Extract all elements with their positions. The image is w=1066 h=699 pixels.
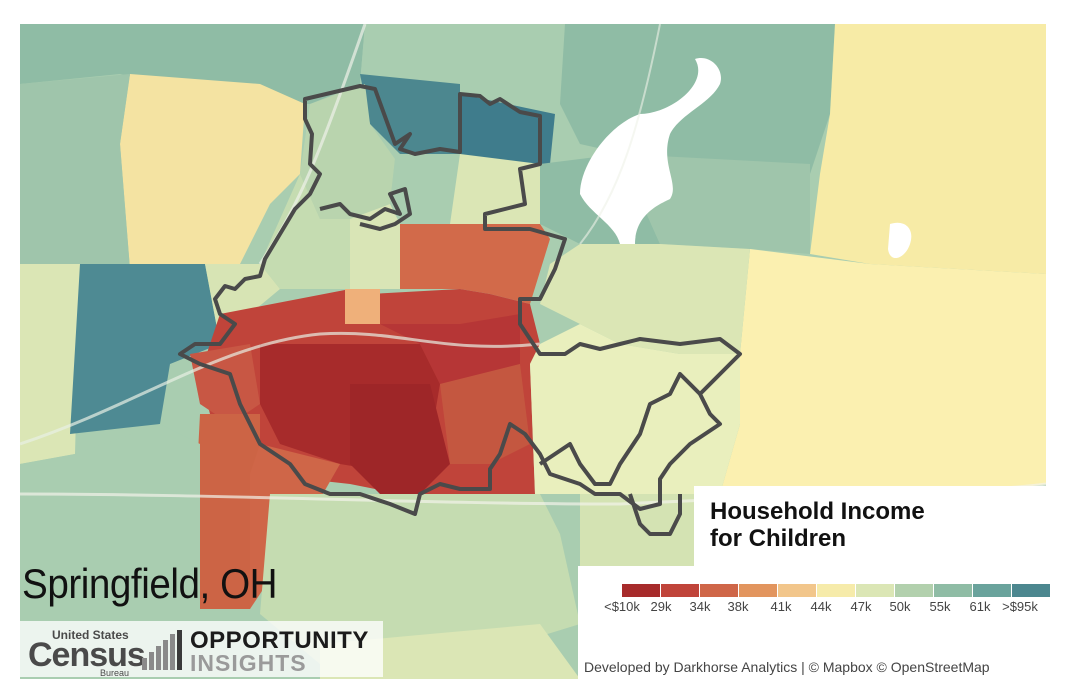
legend-tick-label: 55k (929, 599, 951, 614)
legend-tick-label: 29k (650, 599, 672, 614)
tract (345, 289, 380, 324)
legend-title-panel (694, 486, 1046, 568)
legend-tick-label: >$95k (1002, 599, 1038, 614)
tract (540, 244, 750, 354)
legend-title-line1: Household Income (710, 498, 925, 525)
tract (320, 624, 580, 679)
legend-tick-label: 61k (969, 599, 991, 614)
opportunity-insights-line1: OPPORTUNITY (190, 627, 369, 654)
choropleth-map[interactable] (20, 24, 1046, 679)
census-logo-bureau: Bureau (100, 668, 130, 678)
legend-swatch (856, 584, 895, 597)
legend-title: Household Income for Children (710, 498, 925, 552)
census-logo-big: Census (28, 636, 146, 674)
tract (350, 384, 450, 494)
legend-swatch (895, 584, 934, 597)
tract (810, 24, 1046, 274)
tract (380, 314, 520, 384)
lake-shape (580, 58, 721, 244)
legend-swatch (1012, 584, 1051, 597)
legend-swatch (778, 584, 817, 597)
city-boundary (538, 372, 702, 486)
legend-ticks: <$10k 29k 34k 38k 41k 44k 47k 50k 55k 61k >$95k (596, 599, 1046, 615)
legend-color-ramp (622, 584, 1051, 597)
tract (530, 324, 740, 494)
city-boundary (178, 84, 742, 516)
tract (70, 264, 220, 434)
logo-strip (20, 621, 383, 677)
tract (360, 74, 460, 154)
legend-swatch (934, 584, 973, 597)
tract (400, 224, 550, 304)
census-logo-small: United States (52, 628, 129, 642)
tract (20, 264, 80, 464)
pond-shape (888, 222, 912, 259)
tract (440, 364, 530, 464)
tract (460, 94, 555, 164)
legend-swatch (700, 584, 739, 597)
tract (20, 24, 365, 104)
city-boundary (319, 187, 412, 231)
legend-tick-label: 41k (770, 599, 792, 614)
city-label: Springfield, OH (22, 560, 278, 607)
tract (120, 74, 305, 269)
tract (300, 84, 395, 219)
road-line (20, 331, 541, 446)
road-line (579, 24, 661, 245)
legend-swatch (739, 584, 778, 597)
legend-title-line2: for Children (710, 525, 846, 552)
legend-swatch (622, 584, 661, 597)
legend-swatch (973, 584, 1012, 597)
legend-tick-label: 44k (810, 599, 832, 614)
legend-swatch (661, 584, 700, 597)
tract (20, 74, 130, 269)
legend-tick-label: <$10k (604, 599, 640, 614)
legend-tick-label: 47k (850, 599, 872, 614)
tract-layer (20, 24, 1046, 679)
city-boundary (628, 493, 682, 536)
opportunity-insights-icon (142, 630, 182, 670)
legend-tick-label: 50k (889, 599, 911, 614)
legend-swatch (817, 584, 856, 597)
legend-tick-label: 34k (689, 599, 711, 614)
attribution-text[interactable]: Developed by Darkhorse Analytics | © Map… (584, 659, 990, 675)
legend-tick-label: 38k (727, 599, 749, 614)
tract (720, 249, 1046, 494)
tract (260, 174, 350, 289)
tract (580, 494, 720, 584)
opportunity-insights-line2: INSIGHTS (190, 650, 307, 676)
tract (20, 424, 200, 624)
